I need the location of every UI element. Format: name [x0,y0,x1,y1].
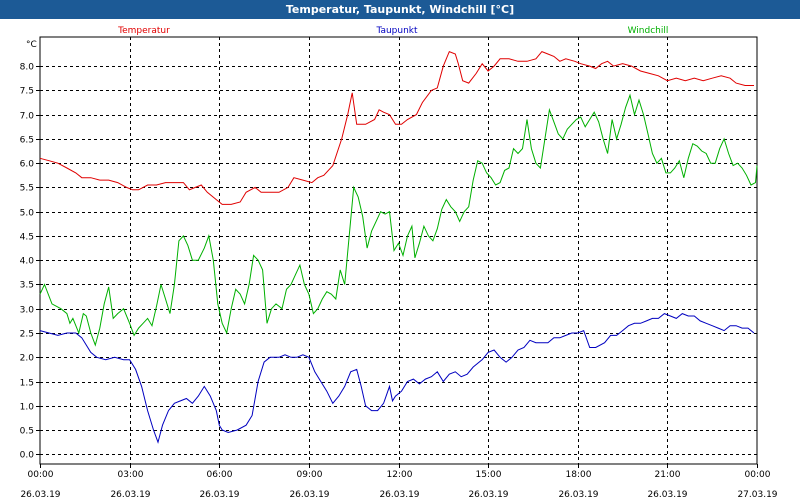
x-tick-time: 12:00 [387,470,413,480]
y-tick-label: 8.0 [20,63,35,73]
x-tick-time: 09:00 [297,470,323,480]
x-tick-date: 27.03.19 [737,490,777,500]
y-tick-label: 1.0 [20,403,35,413]
line-chart: 0.0 0.5 1.0 1.5 2.0 2.5 3.0 3.5 4.0 4.5 5.0 5.5 6.0 6… [0,19,800,500]
y-tick-label: 0.0 [20,451,35,461]
y-tick-label: 6.5 [20,136,34,146]
x-tick-time: 00:00 [28,470,54,480]
y-axis: 0.0 0.5 1.0 1.5 2.0 2.5 3.0 3.5 4.0 4.5 5.0 5.5 6.0 6… [20,63,40,461]
legend-temperatur: Temperatur [117,26,170,36]
x-tick-time: 06:00 [207,470,233,480]
x-axis: 00:00 26.03.19 03:00 26.03.19 06:00 26.03.19 0… [20,464,778,500]
chart-title: Temperatur, Taupunkt, Windchill [°C] [0,0,800,19]
y-tick-label: 7.5 [20,87,34,97]
y-tick-label: 6.0 [20,160,35,170]
x-tick-date: 26.03.19 [647,490,687,500]
y-tick-label: 1.5 [20,379,34,389]
x-tick-time: 00:00 [745,470,771,480]
x-tick-date: 26.03.19 [199,490,239,500]
y-tick-label: 7.0 [20,112,35,122]
x-tick-date: 26.03.19 [20,490,60,500]
y-tick-label: 2.0 [20,354,35,364]
y-tick-label: 0.5 [20,427,34,437]
x-tick-time: 15:00 [476,470,502,480]
x-tick-time: 03:00 [118,470,144,480]
x-tick-time: 18:00 [566,470,592,480]
x-tick-time: 21:00 [655,470,681,480]
y-axis-label: °C [26,40,37,50]
y-tick-label: 5.5 [20,184,34,194]
series-line-taupunkt [39,313,755,444]
y-tick-label: 2.5 [20,330,34,340]
series-line-temperatur [39,50,754,205]
series-group [39,50,758,444]
legend-taupunkt: Taupunkt [375,26,418,36]
y-tick-label: 3.5 [20,281,34,291]
series-line-windchill [39,93,758,347]
x-tick-date: 26.03.19 [558,490,598,500]
y-tick-label: 5.0 [20,209,35,219]
y-tick-label: 4.0 [20,257,35,267]
x-tick-date: 26.03.19 [289,490,329,500]
legend-windchill: Windchill [628,26,669,36]
x-tick-date: 26.03.19 [110,490,150,500]
y-tick-label: 3.0 [20,306,35,316]
x-tick-date: 26.03.19 [379,490,419,500]
plot-frame [39,36,758,465]
x-tick-date: 26.03.19 [468,490,508,500]
legend: Temperatur Taupunkt Windchill [117,26,668,36]
y-tick-label: 4.5 [20,233,34,243]
